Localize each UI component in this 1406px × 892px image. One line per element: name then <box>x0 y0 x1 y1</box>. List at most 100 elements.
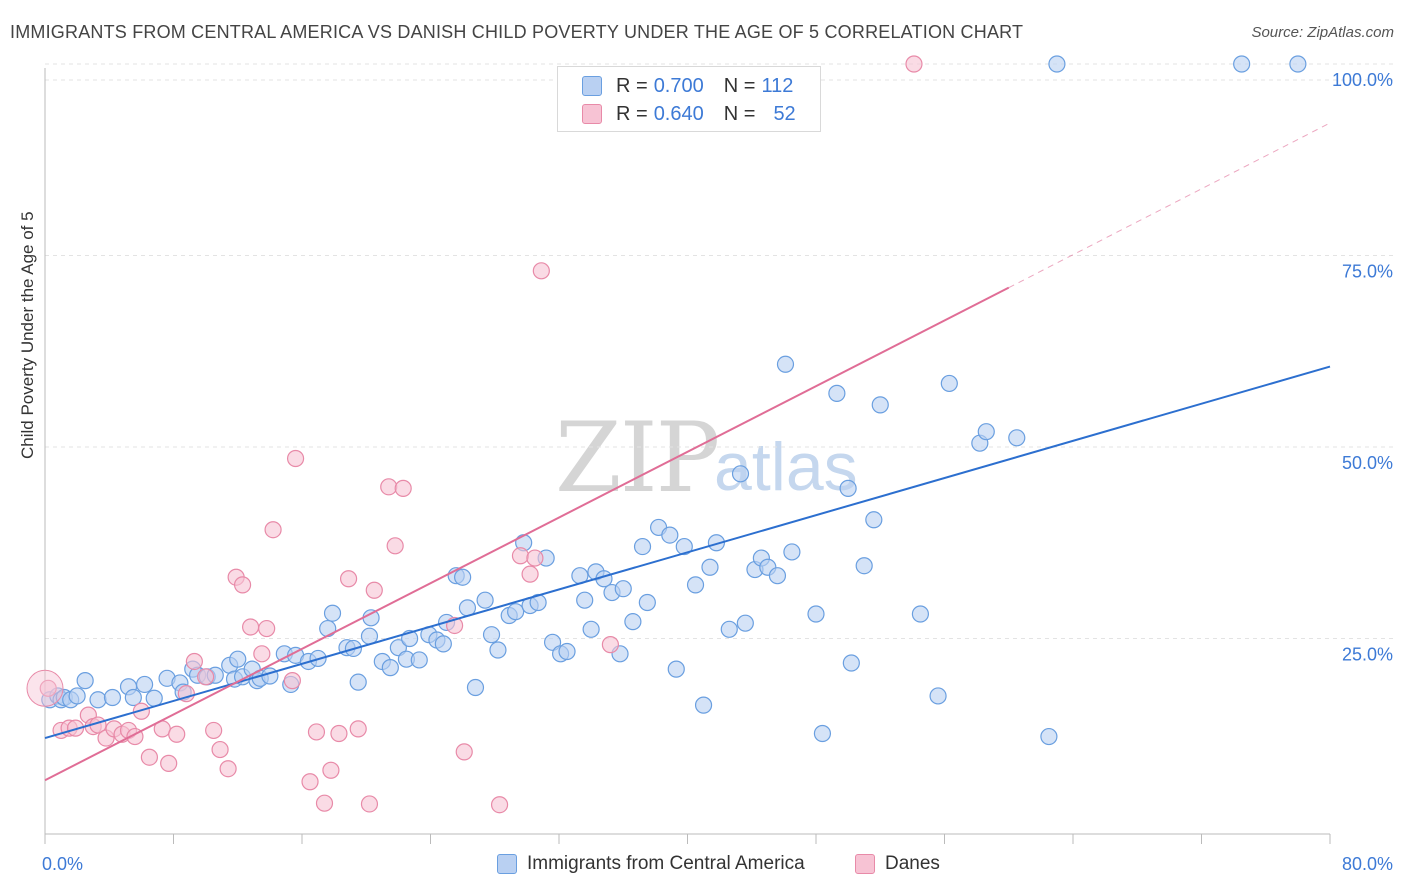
central-america-point <box>828 384 846 402</box>
danes-point <box>233 576 252 594</box>
central-america-point <box>1048 55 1066 73</box>
central-america-point <box>76 672 94 690</box>
danes-point <box>132 702 150 720</box>
danes-point <box>307 723 326 741</box>
central-america-point <box>842 654 860 672</box>
central-america-point <box>701 558 719 576</box>
y-tick-label: 50.0% <box>1342 453 1393 473</box>
central-america-point <box>614 580 632 598</box>
central-america-point <box>1289 55 1307 73</box>
central-america-point <box>624 613 642 631</box>
danes-point <box>211 740 229 759</box>
central-america-point <box>633 537 652 556</box>
n-value: 52 <box>773 102 796 125</box>
central-america-point <box>576 591 594 609</box>
x-tick-label: 0.0% <box>42 854 83 874</box>
danes-point <box>905 55 923 73</box>
central-america-point <box>124 688 142 707</box>
stats-legend-row-pink: R = 0.640 N = 52 <box>582 99 796 129</box>
central-america-point <box>229 650 247 668</box>
danes-point <box>39 679 57 697</box>
stats-legend: R = 0.700 N = 112 R = 0.640 N = 52 <box>557 66 821 132</box>
legend-swatch-pink <box>582 104 602 124</box>
central-america-point <box>349 673 367 691</box>
central-america-point <box>89 691 107 709</box>
central-america-point <box>381 659 399 677</box>
danes-point <box>160 754 178 772</box>
legend-label: Immigrants from Central America <box>527 853 805 874</box>
chart-source: Source: ZipAtlas.com <box>1251 24 1394 41</box>
danes-point <box>386 537 404 555</box>
central-america-point <box>434 635 452 653</box>
danes-point <box>26 669 64 707</box>
central-america-point <box>686 576 705 594</box>
central-america-point <box>707 534 726 552</box>
central-america-point <box>807 605 825 623</box>
y-tick-label: 25.0% <box>1342 645 1393 665</box>
chart-title: IMMIGRANTS FROM CENTRAL AMERICA VS DANIS… <box>10 22 1024 42</box>
danes-point <box>322 761 340 779</box>
central-america-point <box>1233 55 1251 73</box>
central-america-point <box>940 374 958 393</box>
danes-point <box>380 478 398 496</box>
danes-point <box>511 547 530 565</box>
danes-trendline <box>44 286 1010 782</box>
n-value: 112 <box>761 74 794 97</box>
central-america-point <box>362 609 380 627</box>
y-tick-label: 100.0% <box>1332 70 1393 90</box>
central-america-point <box>454 568 472 586</box>
r-label: R = <box>616 102 648 125</box>
y-tick-label: 75.0% <box>1342 262 1393 282</box>
central-america-point <box>638 593 656 612</box>
central-america-point <box>813 724 832 743</box>
y-axis-label: Child Poverty Under the Age of 5 <box>18 211 37 459</box>
danes-point <box>532 262 550 280</box>
central-america-point <box>675 537 693 556</box>
danes-trendline-extension <box>1008 122 1331 289</box>
central-america-point <box>1008 429 1026 447</box>
central-america-point <box>929 687 947 705</box>
danes-point <box>601 636 620 654</box>
central-america-point <box>720 620 738 638</box>
central-america-point <box>68 687 86 705</box>
danes-point <box>455 743 473 761</box>
watermark-zip: ZIP <box>555 402 720 514</box>
central-america-point <box>482 626 501 644</box>
central-america-point <box>319 619 337 638</box>
central-america-point <box>582 620 600 638</box>
danes-point <box>185 652 203 671</box>
central-america-point <box>661 526 679 544</box>
danes-point <box>140 748 159 766</box>
n-label: N = <box>723 74 756 97</box>
central-america-point <box>410 651 428 669</box>
central-america-point <box>466 678 485 697</box>
central-america-point <box>736 614 754 632</box>
danes-point <box>365 581 383 599</box>
danes-point <box>339 570 358 588</box>
stats-legend-row-blue: R = 0.700 N = 112 <box>582 71 793 101</box>
danes-point <box>330 724 348 743</box>
central-america-point <box>776 355 795 373</box>
central-america-point <box>507 603 525 621</box>
central-america-point <box>977 423 995 441</box>
danes-point <box>394 479 412 497</box>
danes-point <box>360 795 379 813</box>
danes-point <box>66 719 85 737</box>
central-america-point <box>323 604 342 622</box>
danes-point <box>490 796 509 814</box>
danes-point <box>205 721 223 740</box>
danes-point <box>526 549 544 567</box>
central-america-point <box>694 696 713 714</box>
danes-point <box>258 619 276 638</box>
x-tick-label: 80.0% <box>1342 854 1393 874</box>
legend-swatch-blue <box>582 76 602 96</box>
danes-point <box>286 449 305 468</box>
danes-point <box>521 565 539 583</box>
r-label: R = <box>616 74 648 97</box>
central-america-point <box>558 642 576 661</box>
central-america-point <box>839 479 857 497</box>
central-america-point <box>667 660 685 678</box>
central-america-point <box>1040 727 1058 746</box>
danes-point <box>301 773 319 791</box>
